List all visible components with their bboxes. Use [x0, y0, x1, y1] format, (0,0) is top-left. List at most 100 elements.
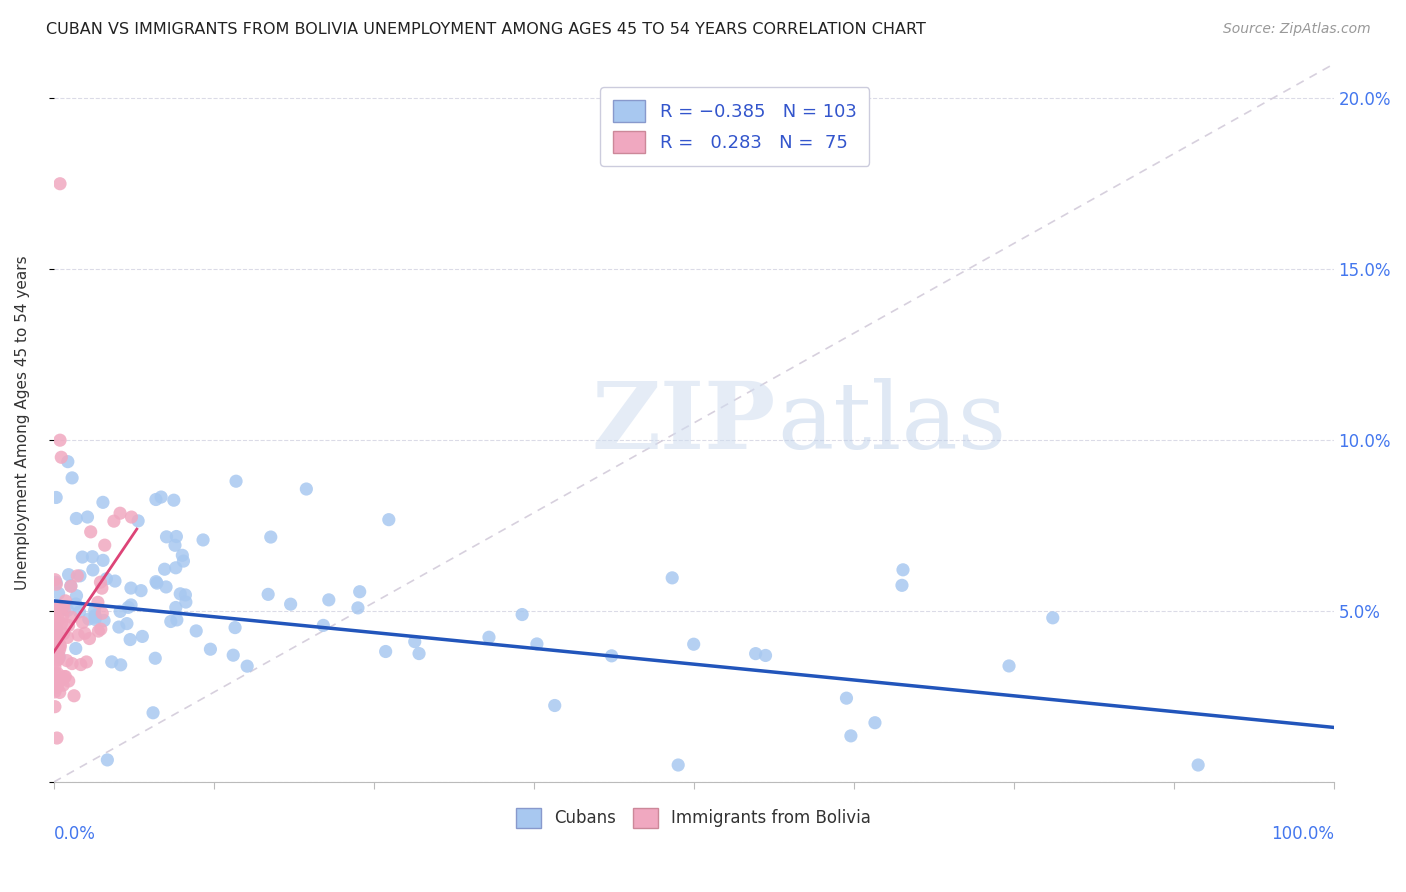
- Point: [131, 629, 153, 643]
- Point: [155, 530, 177, 544]
- Point: [91, 607, 114, 621]
- Point: [44, 640, 66, 654]
- Point: [45, 654, 67, 668]
- Point: [93, 538, 115, 552]
- Point: [60, 610, 83, 624]
- Point: [63, 689, 86, 703]
- Point: [120, 581, 142, 595]
- Point: [121, 510, 143, 524]
- Point: [56, 654, 79, 668]
- Point: [44, 635, 66, 649]
- Point: [661, 571, 683, 585]
- Point: [69, 605, 91, 619]
- Point: [52, 609, 75, 624]
- Point: [55, 594, 77, 608]
- Point: [117, 600, 139, 615]
- Point: [143, 651, 166, 665]
- Point: [76, 510, 98, 524]
- Point: [58, 618, 80, 632]
- Point: [45, 577, 67, 591]
- Point: [48, 650, 70, 665]
- Point: [90, 581, 112, 595]
- Point: [69, 657, 91, 672]
- Text: CUBAN VS IMMIGRANTS FROM BOLIVIA UNEMPLOYMENT AMONG AGES 45 TO 54 YEARS CORRELAT: CUBAN VS IMMIGRANTS FROM BOLIVIA UNEMPLO…: [46, 22, 927, 37]
- Point: [51, 450, 73, 465]
- Point: [46, 632, 69, 646]
- Point: [46, 666, 69, 681]
- Point: [84, 608, 107, 623]
- Point: [891, 578, 914, 592]
- Point: [100, 655, 122, 669]
- Point: [48, 586, 70, 600]
- Point: [45, 599, 67, 613]
- Point: [127, 514, 149, 528]
- Point: [44, 699, 66, 714]
- Point: [347, 601, 370, 615]
- Point: [80, 524, 103, 539]
- Point: [526, 637, 548, 651]
- Point: [77, 612, 100, 626]
- Point: [153, 562, 176, 576]
- Point: [44, 635, 66, 649]
- Point: [44, 685, 66, 699]
- Point: [200, 642, 222, 657]
- Point: [1042, 611, 1064, 625]
- Point: [312, 618, 335, 632]
- Point: [44, 650, 66, 665]
- Point: [60, 471, 83, 485]
- Point: [172, 554, 194, 568]
- Point: [159, 615, 181, 629]
- Point: [744, 647, 766, 661]
- Point: [145, 574, 167, 589]
- Point: [66, 569, 89, 583]
- Point: [45, 673, 67, 688]
- Point: [59, 579, 82, 593]
- Point: [682, 637, 704, 651]
- Point: [46, 612, 69, 626]
- Point: [45, 614, 67, 628]
- Point: [53, 603, 76, 617]
- Point: [87, 595, 110, 609]
- Point: [65, 597, 87, 611]
- Point: [44, 615, 66, 630]
- Point: [91, 495, 114, 509]
- Point: [59, 579, 82, 593]
- Point: [56, 455, 79, 469]
- Point: [82, 549, 104, 564]
- Point: [73, 626, 96, 640]
- Point: [236, 659, 259, 673]
- Point: [84, 612, 107, 626]
- Point: [544, 698, 567, 713]
- Y-axis label: Unemployment Among Ages 45 to 54 years: Unemployment Among Ages 45 to 54 years: [15, 256, 30, 591]
- Point: [108, 620, 131, 634]
- Point: [257, 587, 280, 601]
- Point: [90, 622, 112, 636]
- Point: [378, 513, 401, 527]
- Point: [45, 666, 67, 681]
- Point: [96, 572, 118, 586]
- Point: [45, 602, 67, 616]
- Point: [44, 659, 66, 673]
- Point: [150, 490, 173, 504]
- Point: [120, 598, 142, 612]
- Point: [110, 657, 132, 672]
- Point: [72, 615, 94, 630]
- Point: [52, 599, 75, 614]
- Point: [83, 603, 105, 617]
- Point: [142, 706, 165, 720]
- Legend: Cubans, Immigrants from Bolivia: Cubans, Immigrants from Bolivia: [509, 801, 877, 835]
- Point: [163, 538, 186, 552]
- Point: [666, 758, 689, 772]
- Point: [224, 621, 246, 635]
- Point: [191, 533, 214, 547]
- Point: [45, 491, 67, 505]
- Point: [225, 474, 247, 488]
- Text: 100.0%: 100.0%: [1271, 825, 1334, 843]
- Point: [48, 685, 70, 699]
- Point: [67, 628, 90, 642]
- Point: [49, 177, 72, 191]
- Point: [65, 641, 87, 656]
- Point: [45, 575, 67, 590]
- Text: atlas: atlas: [778, 378, 1007, 468]
- Point: [84, 610, 107, 624]
